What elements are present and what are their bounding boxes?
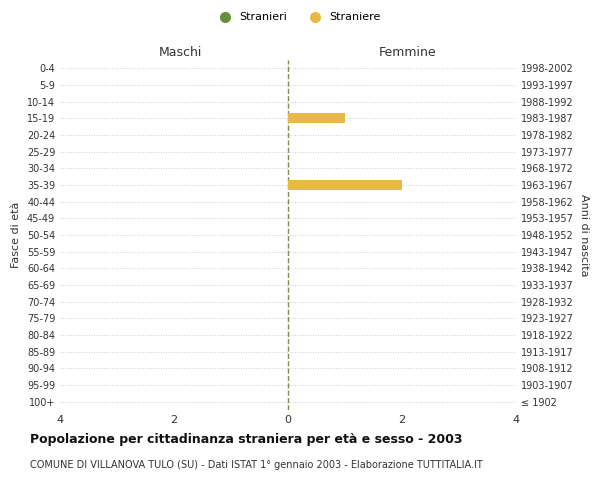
Bar: [288, 114, 345, 124]
Text: Maschi: Maschi: [158, 46, 202, 59]
Y-axis label: Fasce di età: Fasce di età: [11, 202, 21, 268]
Text: Femmine: Femmine: [379, 46, 437, 59]
Text: Popolazione per cittadinanza straniera per età e sesso - 2003: Popolazione per cittadinanza straniera p…: [30, 432, 463, 446]
Text: COMUNE DI VILLANOVA TULO (SU) - Dati ISTAT 1° gennaio 2003 - Elaborazione TUTTIT: COMUNE DI VILLANOVA TULO (SU) - Dati IST…: [30, 460, 483, 470]
Legend: Stranieri, Straniere: Stranieri, Straniere: [215, 8, 385, 27]
Bar: [288, 180, 402, 190]
Y-axis label: Anni di nascita: Anni di nascita: [579, 194, 589, 276]
